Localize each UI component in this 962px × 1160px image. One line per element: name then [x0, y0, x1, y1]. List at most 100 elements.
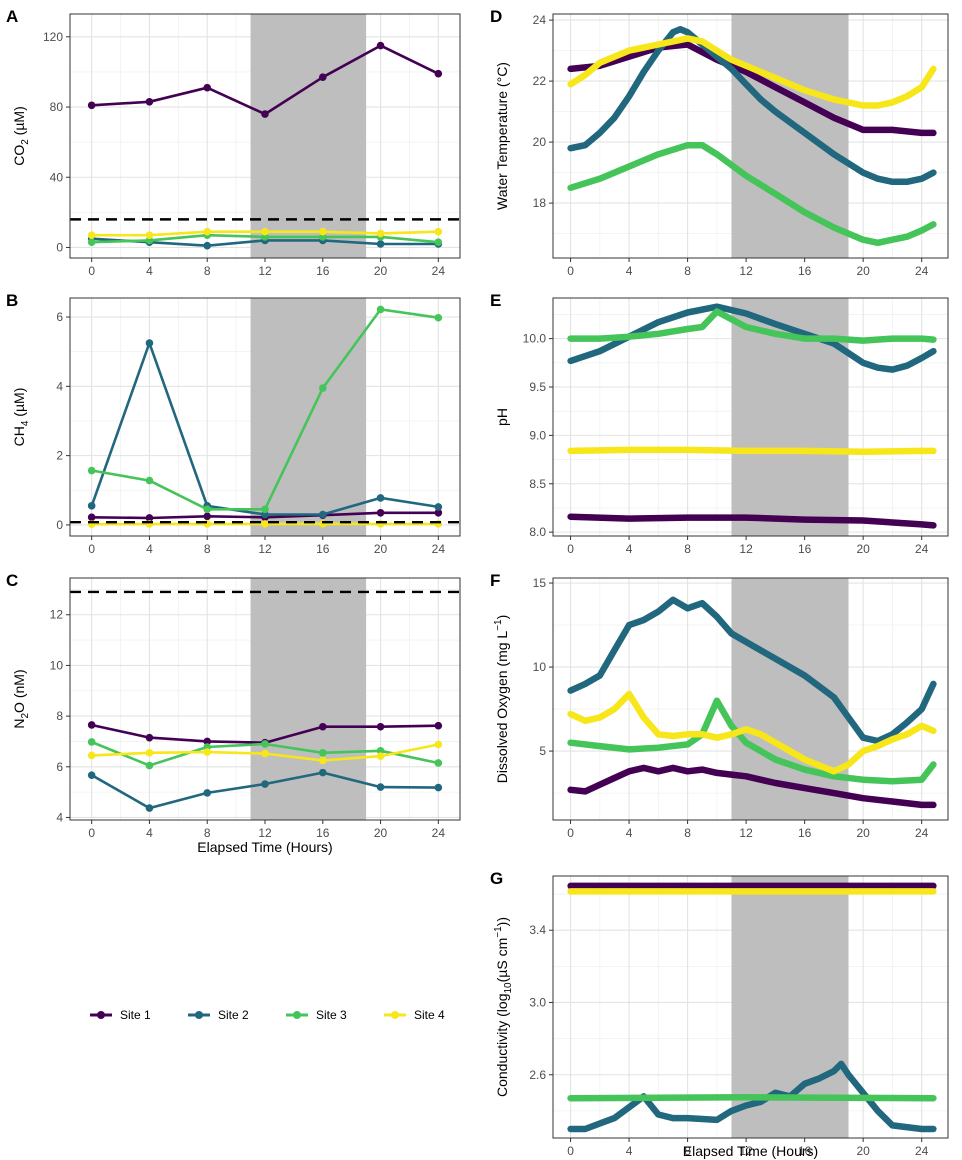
x-tick-label: 16 [798, 826, 812, 840]
data-point [87, 502, 96, 510]
x-tick-label: 24 [432, 542, 446, 556]
data-point [318, 768, 327, 777]
data-point [261, 780, 269, 788]
data-point [87, 771, 96, 779]
series-line-site-2 [567, 1060, 937, 1133]
y-tick-label: 10 [50, 658, 64, 672]
legend-key-point [391, 1011, 399, 1019]
x-tick-label: 8 [204, 264, 211, 278]
data-point [434, 238, 443, 247]
legend-key-point [195, 1011, 203, 1019]
plot-border [552, 875, 949, 1139]
panel-letter: E [490, 291, 501, 310]
series-line-site-3 [567, 308, 937, 344]
x-tick-label: 8 [684, 826, 691, 840]
x-axis-title: Elapsed Time (Hours) [683, 1143, 818, 1159]
legend-label: Site 4 [414, 1008, 445, 1022]
data-point [434, 227, 443, 236]
data-point [318, 510, 327, 519]
y-tick-label: 10.0 [523, 332, 547, 346]
data-point [203, 227, 212, 236]
data-point [203, 83, 212, 92]
plot-border [552, 13, 949, 259]
x-tick-label: 12 [739, 542, 753, 556]
x-tick-label: 4 [146, 264, 153, 278]
data-point [318, 749, 327, 757]
y-tick-label: 8.0 [529, 525, 546, 539]
plot-border [552, 297, 949, 537]
y-axis-title: N2O (nM) [11, 669, 31, 728]
series-line-site-3 [567, 1094, 937, 1102]
x-tick-label: 12 [258, 264, 272, 278]
y-tick-label: 4 [56, 379, 63, 393]
x-tick-label: 4 [626, 542, 633, 556]
x-tick-label: 0 [567, 1144, 574, 1158]
plot-border [552, 577, 949, 821]
x-tick-label: 24 [915, 826, 929, 840]
x-tick-label: 0 [567, 542, 574, 556]
y-tick-label: 3.4 [529, 923, 546, 937]
data-point [376, 494, 385, 502]
y-tick-label: 4 [56, 810, 63, 824]
legend-key-point [293, 1011, 301, 1019]
y-axis-title: CO2 (µM) [11, 106, 31, 166]
y-axis-title: Conductivity (log10(µS cm−1)) [493, 917, 514, 1097]
data-point [87, 466, 96, 475]
panel-e: 0 4 8 12 16 20 24 8.0 8.5 9.0 9.5 10.0 pH E [490, 291, 949, 556]
legend: Site 1 Site 2 Site 3 Site 4 [90, 1008, 445, 1022]
y-tick-label: 10 [533, 660, 547, 674]
x-tick-label: 0 [88, 826, 95, 840]
y-tick-label: 0 [56, 518, 63, 532]
data-point [376, 783, 385, 791]
data-point [145, 761, 154, 770]
data-point [261, 740, 269, 748]
x-tick-label: 8 [204, 826, 211, 840]
panel-letter: B [6, 291, 18, 310]
data-point [376, 722, 385, 731]
y-tick-label: 24 [533, 13, 547, 27]
x-tick-label: 16 [316, 264, 330, 278]
legend-item-site-2: Site 2 [188, 1008, 249, 1022]
data-point [87, 513, 96, 522]
data-point [376, 747, 385, 755]
series-line-site-4 [567, 446, 937, 456]
data-point [87, 738, 96, 746]
y-tick-label: 2.6 [529, 1068, 546, 1082]
x-tick-label: 20 [856, 264, 870, 278]
data-point [261, 749, 269, 758]
night-shading [250, 14, 367, 258]
series-line-site-1 [567, 764, 937, 809]
x-tick-label: 12 [739, 264, 753, 278]
data-point [87, 238, 96, 247]
y-tick-label: 0 [56, 240, 63, 254]
data-point [261, 227, 269, 236]
panel-f: 0 4 8 12 16 20 24 5 10 15 Dissolved Oxygen (mg L−1… [490, 571, 949, 840]
x-tick-label: 12 [258, 542, 272, 556]
data-point [434, 783, 443, 792]
data-point [87, 231, 96, 239]
x-tick-label: 8 [204, 542, 211, 556]
y-tick-label: 20 [533, 135, 547, 149]
data-point [87, 721, 96, 729]
x-tick-label: 16 [316, 542, 330, 556]
data-point [145, 97, 154, 106]
data-point [318, 227, 327, 236]
series-line-site-4 [567, 690, 937, 775]
x-tick-label: 16 [798, 1144, 812, 1158]
data-point [434, 721, 443, 730]
y-tick-label: 40 [50, 170, 64, 184]
data-point [318, 756, 327, 765]
y-axis-title: CH4 (µM) [11, 388, 31, 447]
data-point [318, 722, 327, 731]
x-tick-label: 12 [739, 826, 753, 840]
x-tick-label: 0 [88, 264, 95, 278]
y-tick-label: 120 [43, 30, 63, 44]
x-axis-title: Elapsed Time (Hours) [197, 839, 332, 855]
data-point [203, 748, 212, 756]
x-tick-label: 20 [856, 826, 870, 840]
panel-letter: C [6, 571, 18, 590]
x-tick-label: 16 [798, 264, 812, 278]
panel-d: 0 4 8 12 16 20 24 18 20 22 24 Water Temperature (°C… [490, 7, 949, 278]
y-tick-label: 15 [533, 576, 547, 590]
